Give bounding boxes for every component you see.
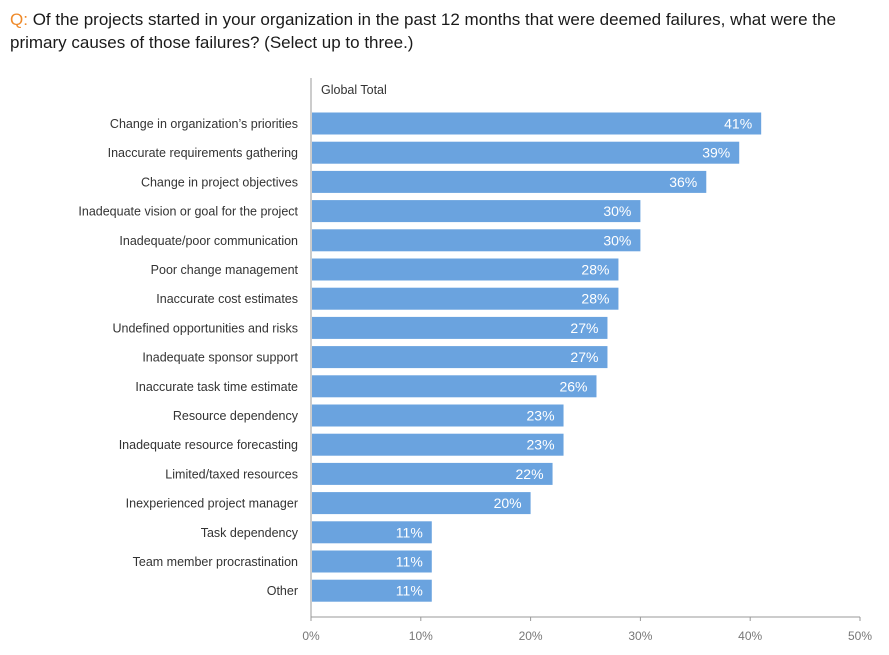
value-label-6: 28% xyxy=(581,262,609,278)
category-label-3: Change in project objectives xyxy=(141,175,298,189)
value-label-5: 30% xyxy=(603,232,631,248)
bar-2 xyxy=(312,141,740,164)
category-label-8: Undefined opportunities and risks xyxy=(112,321,298,335)
x-tick-label-0: 0% xyxy=(302,629,320,643)
value-label-13: 22% xyxy=(516,466,544,482)
category-label-12: Inadequate resource forecasting xyxy=(119,438,298,452)
bar-4 xyxy=(312,200,641,223)
bar-1 xyxy=(312,112,762,135)
value-label-14: 20% xyxy=(494,495,522,511)
category-label-5: Inadequate/poor communication xyxy=(119,234,298,248)
value-label-15: 11% xyxy=(396,524,423,540)
bar-12 xyxy=(312,433,564,456)
category-label-13: Limited/taxed resources xyxy=(165,467,298,481)
x-tick-label-5: 50% xyxy=(848,629,872,643)
bar-10 xyxy=(312,375,597,398)
bar-9 xyxy=(312,346,608,369)
category-label-2: Inaccurate requirements gathering xyxy=(108,146,298,160)
category-label-14: Inexperienced project manager xyxy=(126,497,298,511)
bar-7 xyxy=(312,287,619,310)
value-label-8: 27% xyxy=(570,320,598,336)
value-label-1: 41% xyxy=(724,116,752,132)
value-label-7: 28% xyxy=(581,291,609,307)
bar-5 xyxy=(312,229,641,252)
category-label-17: Other xyxy=(267,584,298,598)
question-text: Q: Of the projects started in your organ… xyxy=(10,8,870,54)
category-label-1: Change in organization’s priorities xyxy=(110,117,298,131)
bar-14 xyxy=(312,492,531,515)
bar-6 xyxy=(312,258,619,281)
category-label-6: Poor change management xyxy=(151,263,299,277)
bar-13 xyxy=(312,462,553,485)
category-label-16: Team member procrastination xyxy=(133,555,298,569)
value-label-12: 23% xyxy=(527,437,555,453)
question-body: Of the projects started in your organiza… xyxy=(10,10,836,52)
bar-11 xyxy=(312,404,564,427)
category-label-4: Inadequate vision or goal for the projec… xyxy=(78,205,298,219)
value-label-4: 30% xyxy=(603,203,631,219)
value-label-11: 23% xyxy=(527,408,555,424)
category-label-7: Inaccurate cost estimates xyxy=(156,292,298,306)
value-label-10: 26% xyxy=(559,378,587,394)
bar-8 xyxy=(312,316,608,339)
bar-3 xyxy=(312,170,707,193)
x-tick-label-2: 20% xyxy=(519,629,543,643)
series-title: Global Total xyxy=(321,83,387,97)
category-label-15: Task dependency xyxy=(201,526,299,540)
value-label-9: 27% xyxy=(570,349,598,365)
category-label-9: Inadequate sponsor support xyxy=(142,351,298,365)
x-tick-label-3: 30% xyxy=(628,629,652,643)
bar-17 xyxy=(312,579,432,602)
category-label-11: Resource dependency xyxy=(173,409,299,423)
value-label-17: 11% xyxy=(396,583,423,599)
x-tick-label-1: 10% xyxy=(409,629,433,643)
value-label-16: 11% xyxy=(396,554,423,570)
value-label-3: 36% xyxy=(669,174,697,190)
category-label-10: Inaccurate task time estimate xyxy=(135,380,298,394)
value-label-2: 39% xyxy=(702,145,730,161)
question-prefix: Q: xyxy=(10,10,28,29)
bar-16 xyxy=(312,550,432,573)
bar-15 xyxy=(312,521,432,544)
x-tick-label-4: 40% xyxy=(738,629,762,643)
